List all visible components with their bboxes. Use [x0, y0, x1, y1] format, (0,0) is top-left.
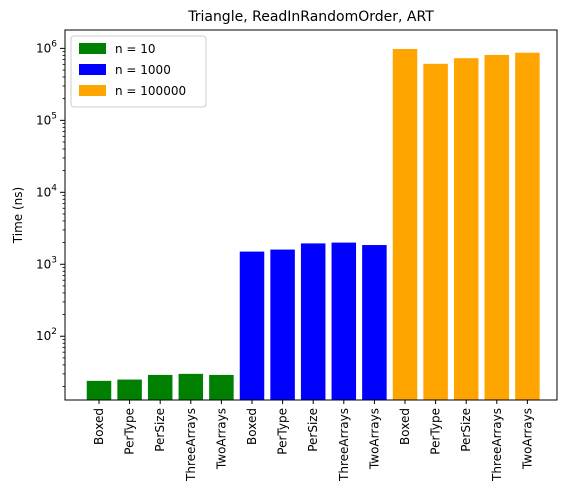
x-tick-label: PerSize	[153, 408, 167, 452]
bars-group	[86, 49, 540, 401]
bar	[239, 251, 265, 400]
legend: n = 10 n = 1000 n = 100000	[70, 35, 207, 108]
legend-swatch	[79, 64, 106, 75]
y-axis-ticks: 102 103 104 105 106	[36, 39, 65, 387]
plot-frame	[64, 29, 558, 401]
bar	[484, 54, 510, 400]
y-tick-label: 102	[36, 327, 57, 343]
y-axis-label: Time (ns)	[11, 187, 25, 244]
legend-label: n = 100000	[115, 84, 186, 98]
x-axis-ticks: Boxed PerType PerSize ThreeArrays TwoArrays B…	[92, 400, 534, 482]
x-tick-label: PerSize	[306, 408, 320, 452]
x-tick-label: TwoArrays	[214, 408, 228, 470]
legend-label: n = 1000	[115, 63, 171, 77]
y-tick-label: 105	[36, 111, 57, 127]
bar	[209, 374, 234, 400]
bar	[117, 379, 142, 400]
x-tick-label: Boxed	[398, 408, 412, 445]
bar	[331, 242, 357, 400]
y-tick-label: 103	[36, 255, 57, 271]
x-tick-label: PerType	[276, 408, 290, 455]
y-tick-label: 104	[36, 183, 57, 199]
legend-swatch	[79, 43, 106, 54]
x-tick-label: PerType	[123, 408, 137, 455]
bar	[147, 374, 173, 400]
x-tick-label: PerType	[429, 408, 443, 455]
bar	[423, 63, 448, 400]
legend-swatch	[79, 85, 106, 96]
x-tick-label: Boxed	[245, 408, 259, 445]
bar	[362, 245, 387, 400]
x-tick-label: ThreeArrays	[337, 408, 351, 482]
legend-label: n = 10	[115, 42, 156, 56]
x-tick-label: Boxed	[92, 408, 106, 445]
bar	[270, 249, 295, 400]
x-tick-label: ThreeArrays	[490, 408, 504, 482]
x-tick-label: TwoArrays	[367, 408, 381, 470]
x-tick-label: PerSize	[459, 408, 473, 452]
chart-title: Triangle, ReadInRandomOrder, ART	[187, 9, 434, 25]
bar	[86, 380, 112, 400]
bar	[300, 243, 326, 400]
y-tick-label: 106	[36, 39, 57, 55]
x-tick-label: TwoArrays	[520, 408, 534, 470]
bar	[392, 49, 418, 400]
bar	[515, 52, 540, 400]
x-tick-label: ThreeArrays	[184, 408, 198, 482]
bar	[453, 58, 479, 401]
bar	[178, 373, 204, 400]
